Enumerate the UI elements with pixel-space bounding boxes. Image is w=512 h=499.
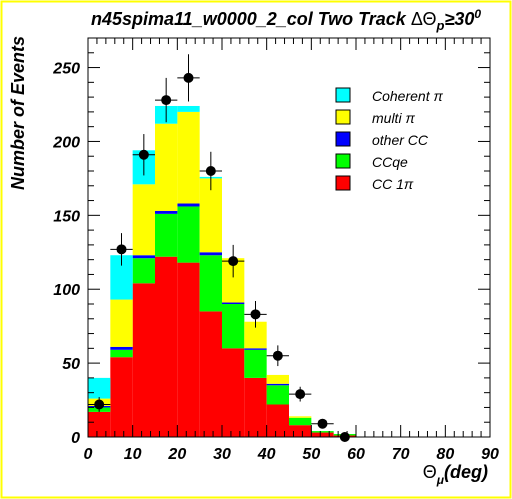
y-axis-ticks: 0 50 100 150 200 250 bbox=[52, 37, 490, 447]
legend-swatch bbox=[335, 175, 351, 191]
x-tick-label: 0 bbox=[84, 446, 93, 463]
y-tick-label: 150 bbox=[53, 208, 80, 225]
x-tick-label: 50 bbox=[302, 446, 320, 463]
bar-segment bbox=[110, 349, 133, 358]
bar-segment bbox=[244, 321, 267, 349]
bar-segment bbox=[155, 213, 178, 257]
x-tick-label: 10 bbox=[124, 446, 142, 463]
data-point bbox=[250, 309, 261, 320]
x-tick-label: 90 bbox=[481, 446, 499, 463]
bar-segment bbox=[177, 203, 200, 207]
bar-segment bbox=[222, 348, 245, 437]
bar-segment bbox=[88, 377, 111, 399]
bar-segment bbox=[199, 311, 222, 437]
bar-segment bbox=[199, 252, 222, 256]
legend-swatch bbox=[335, 153, 351, 169]
bar-segment bbox=[311, 431, 334, 433]
data-point bbox=[183, 72, 194, 83]
data-point bbox=[138, 149, 149, 160]
data-point bbox=[228, 256, 239, 267]
legend: Coherent π multi π other CC CCqe CC 1π bbox=[335, 87, 443, 192]
bar-segment bbox=[244, 349, 267, 378]
bar-segment bbox=[110, 255, 133, 300]
bar-segment bbox=[110, 299, 133, 347]
data-point bbox=[295, 389, 306, 400]
legend-swatch bbox=[335, 109, 351, 125]
legend-swatch bbox=[335, 87, 351, 103]
bar-segment bbox=[244, 377, 267, 437]
bar-segment bbox=[132, 283, 155, 437]
bar-segment bbox=[110, 346, 133, 350]
legend-label: CC 1π bbox=[372, 176, 414, 192]
x-tick-label: 40 bbox=[257, 446, 276, 463]
y-tick-label: 100 bbox=[53, 282, 80, 299]
chart-title: n45spima11_w0000_2_col Two Track ΔΘp≥300 bbox=[91, 7, 481, 33]
bar-segment bbox=[222, 304, 245, 349]
legend-label: other CC bbox=[372, 132, 429, 148]
bar-segment bbox=[266, 383, 289, 386]
y-tick-label: 250 bbox=[52, 61, 80, 78]
bar-segment bbox=[266, 385, 289, 405]
data-point bbox=[94, 399, 105, 410]
bar-segment bbox=[199, 255, 222, 312]
bar-segment bbox=[155, 123, 178, 211]
bar-segment bbox=[244, 348, 267, 350]
bar-segment bbox=[177, 206, 200, 263]
data-point bbox=[272, 350, 283, 361]
bar-segment bbox=[289, 425, 312, 437]
legend-label: Coherent π bbox=[372, 88, 443, 104]
bar-segment bbox=[289, 416, 312, 418]
bar-segment bbox=[177, 111, 200, 204]
y-axis-label: Number of Events bbox=[8, 36, 28, 190]
bar-segment bbox=[266, 374, 289, 384]
legend-label: multi π bbox=[372, 110, 415, 126]
bar-segment bbox=[177, 262, 200, 437]
bar-segment bbox=[155, 210, 178, 214]
legend-swatch bbox=[335, 131, 351, 147]
x-axis-ticks: 0 10 20 30 40 50 60 70 80 90 bbox=[84, 38, 499, 463]
bar-segment bbox=[199, 178, 222, 253]
x-axis-label: Θμ(deg) bbox=[423, 462, 488, 487]
plot-frame bbox=[87, 37, 491, 438]
legend-label: CCqe bbox=[372, 154, 408, 170]
bar-segment bbox=[110, 357, 133, 437]
x-tick-label: 60 bbox=[347, 446, 365, 463]
bar-segment bbox=[289, 417, 312, 426]
bar-segment bbox=[222, 258, 245, 303]
bar-segment bbox=[155, 256, 178, 437]
plot-area: 0 10 20 30 40 50 60 70 80 90 0 50 100 150 200 250 bbox=[52, 37, 499, 463]
y-tick-label: 200 bbox=[52, 134, 80, 151]
bar-segment bbox=[132, 184, 155, 256]
bar-segment bbox=[266, 404, 289, 437]
data-point bbox=[205, 166, 216, 176]
bar-segment bbox=[132, 255, 155, 259]
x-tick-label: 70 bbox=[392, 446, 410, 463]
x-tick-label: 20 bbox=[167, 446, 186, 463]
bar-segment bbox=[222, 302, 245, 304]
bar-segment bbox=[88, 411, 111, 437]
y-tick-label: 0 bbox=[71, 430, 80, 447]
data-point bbox=[116, 244, 127, 255]
data-point bbox=[161, 95, 172, 106]
bar-segment bbox=[311, 432, 334, 437]
data-point bbox=[317, 418, 328, 429]
bar-segment bbox=[132, 258, 155, 284]
bar-segment bbox=[177, 105, 200, 112]
y-tick-label: 50 bbox=[62, 356, 80, 373]
stacked-bars bbox=[88, 105, 356, 437]
x-tick-label: 80 bbox=[436, 446, 454, 463]
x-tick-label: 30 bbox=[213, 446, 231, 463]
